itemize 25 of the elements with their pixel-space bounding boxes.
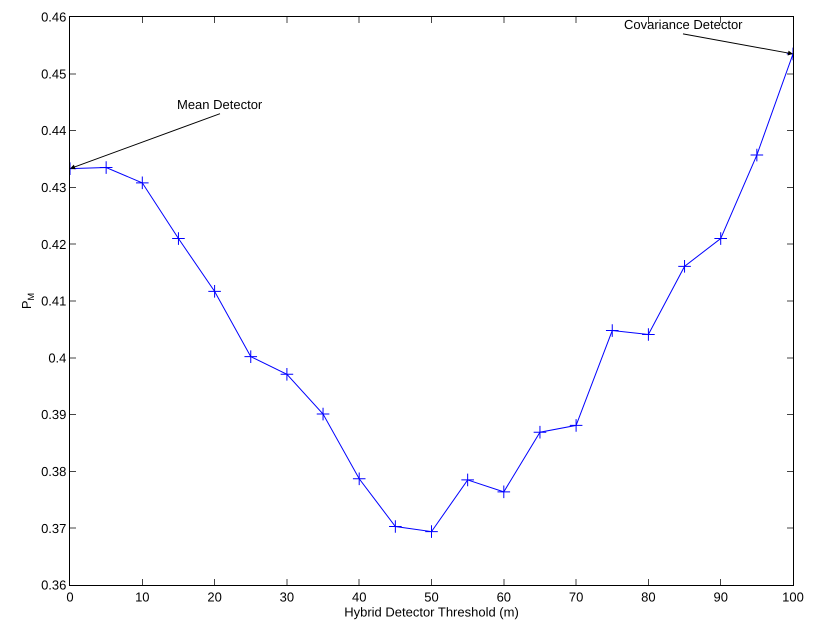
x-axis-title: Hybrid Detector Threshold (m) — [344, 604, 519, 620]
x-tick-label: 70 — [568, 590, 584, 605]
x-tick-label: 20 — [207, 590, 222, 605]
annotation: Mean Detector — [177, 97, 263, 112]
x-tick-label: 10 — [135, 590, 150, 605]
y-tick-label: 0.46 — [41, 10, 66, 25]
x-tick-label: 40 — [352, 590, 366, 605]
y-tick-label: 0.45 — [41, 66, 66, 82]
y-tick-label: 0.36 — [41, 578, 66, 593]
x-tick-label: 90 — [713, 590, 728, 605]
y-tick-label: 0.44 — [41, 123, 66, 138]
x-tick-label: 30 — [280, 590, 294, 605]
x-tick-label: 60 — [496, 590, 512, 605]
y-tick-label: 0.43 — [41, 180, 66, 195]
y-tick-label: 0.39 — [41, 407, 66, 422]
annotation: Covariance Detector — [624, 17, 744, 32]
y-tick-label: 0.4 — [48, 350, 66, 366]
x-tick-label: 100 — [782, 590, 804, 605]
x-tick-label: 0 — [66, 590, 74, 605]
y-tick-label: 0.38 — [41, 464, 66, 479]
x-tick-label: 50 — [424, 590, 439, 605]
y-tick-label: 0.41 — [41, 294, 66, 309]
y-tick-label: 0.42 — [41, 236, 66, 252]
y-tick-label: 0.37 — [41, 520, 66, 536]
x-tick-label: 80 — [641, 590, 656, 605]
